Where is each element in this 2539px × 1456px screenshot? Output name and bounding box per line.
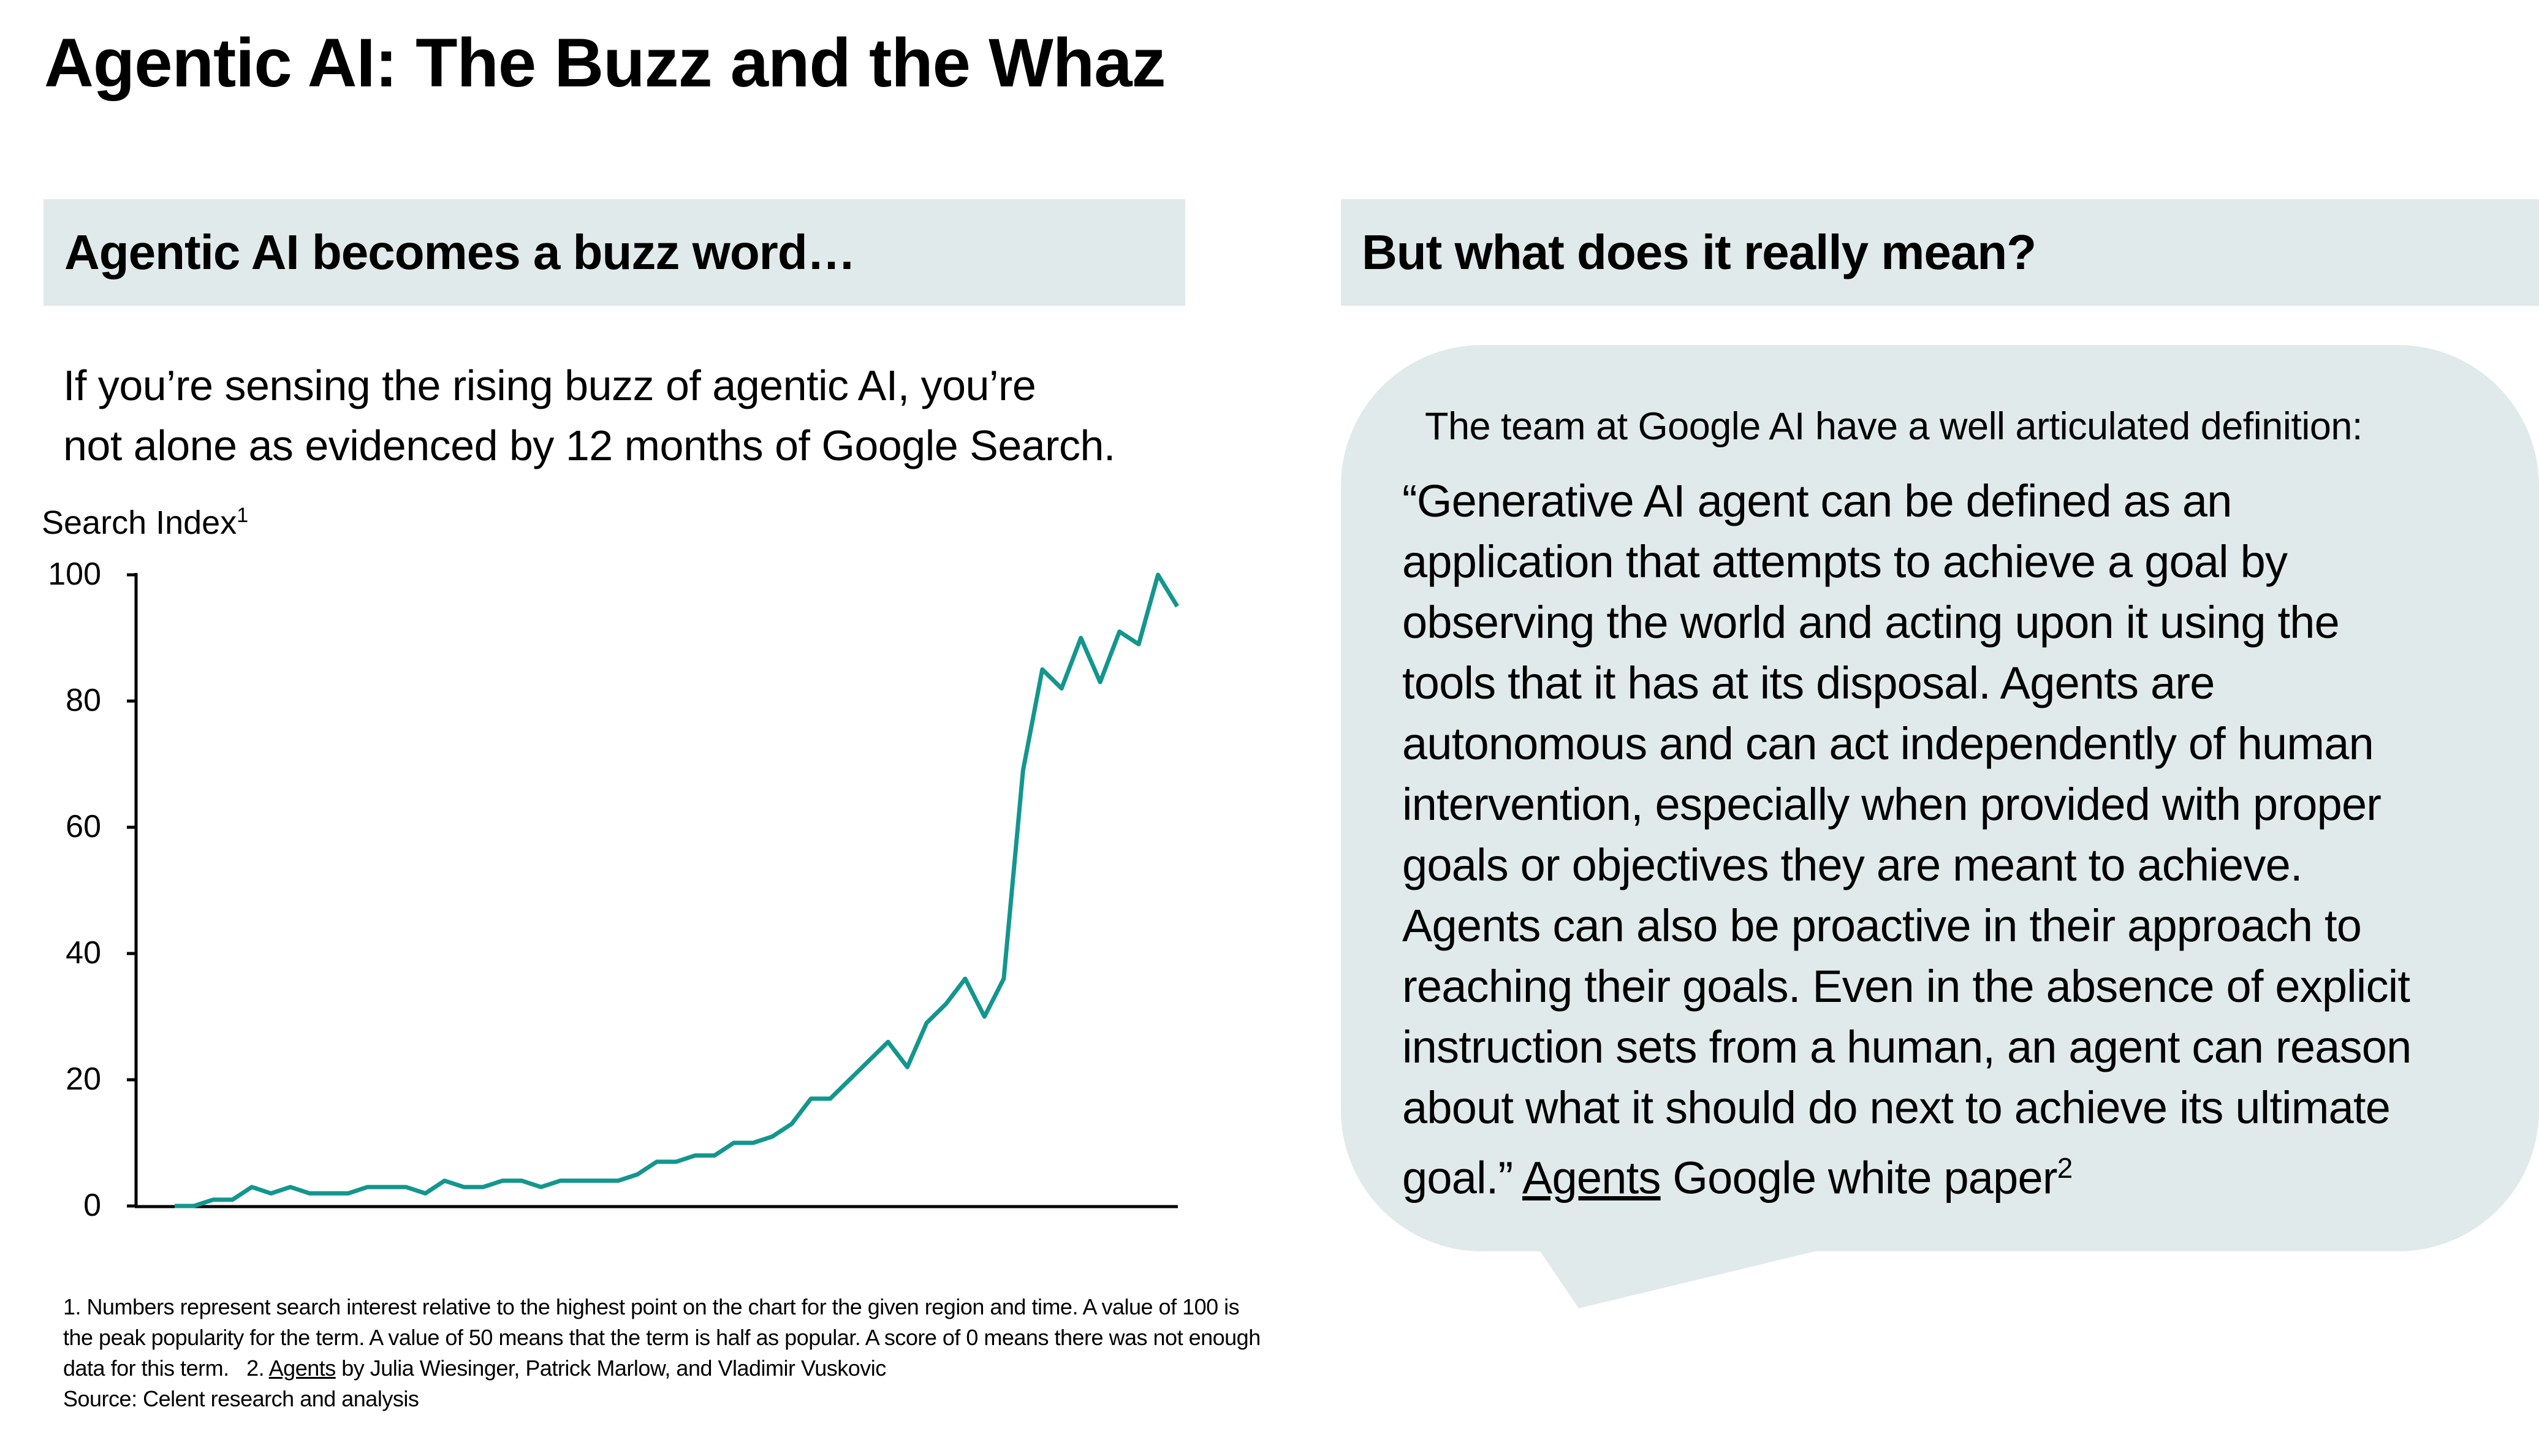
quote-line: “Generative AI agent can be defined as a… xyxy=(1402,476,2232,526)
quote-line: tools that it has at its disposal. Agent… xyxy=(1402,658,2215,708)
quote-line: intervention, especially when provided w… xyxy=(1402,779,2381,830)
series-line-agentic-ai xyxy=(175,572,1179,1208)
agents-footnote-link[interactable]: Agents xyxy=(268,1356,336,1381)
quote-line: about what it should do next to achieve … xyxy=(1402,1082,2391,1133)
quote-line: autonomous and can act independently of … xyxy=(1402,718,2374,769)
quote-last-line: goal.” Agents Google white paper2 xyxy=(1402,1138,2412,1208)
source-label: Google white paper xyxy=(1660,1152,2057,1204)
agents-whitepaper-link[interactable]: Agents xyxy=(1522,1152,1661,1204)
footnote-line: the peak popularity for the term. A valu… xyxy=(63,1325,1261,1350)
left-section-header: Agentic AI becomes a buzz word… xyxy=(44,199,1185,306)
y-axis-label: Search Index1 xyxy=(42,504,248,542)
footnote-text: by Julia Wiesinger, Patrick Marlow, and … xyxy=(335,1356,886,1381)
quote-line: instruction sets from a human, an agent … xyxy=(1402,1022,2412,1072)
intro-text: If you’re sensing the rising buzz of age… xyxy=(63,355,1115,476)
quote-line: application that attempts to achieve a g… xyxy=(1402,536,2288,587)
left-header-text: Agentic AI becomes a buzz word… xyxy=(64,225,856,279)
right-header-text: But what does it really mean? xyxy=(1362,225,2036,279)
y-tick-label: 0 xyxy=(83,1188,101,1223)
footnote-ref: 2 xyxy=(2057,1152,2073,1184)
quote-end: goal.” xyxy=(1402,1152,1522,1204)
y-tick-label: 60 xyxy=(66,809,101,844)
y-axis-label-text: Search Index xyxy=(42,504,237,541)
footnote-line: data for this term. 2. Agents by Julia W… xyxy=(63,1353,1261,1384)
right-section-header: But what does it really mean? xyxy=(1341,199,2539,306)
definition-quote: “Generative AI agent can be defined as a… xyxy=(1402,471,2412,1208)
footnotes: 1. Numbers represent search interest rel… xyxy=(63,1292,1261,1414)
y-tick-label: 100 xyxy=(48,556,101,592)
quote-line: reaching their goals. Even in the absenc… xyxy=(1402,961,2410,1012)
quote-line: observing the world and acting upon it u… xyxy=(1402,597,2340,648)
footnote-line: 1. Numbers represent search interest rel… xyxy=(63,1294,1240,1319)
quote-line: goals or objectives they are meant to ac… xyxy=(1402,840,2303,890)
y-tick-label: 80 xyxy=(66,683,101,718)
y-tick-label: 40 xyxy=(66,935,101,971)
y-tick-label: 20 xyxy=(66,1061,101,1097)
intro-line: not alone as evidenced by 12 months of G… xyxy=(63,422,1115,469)
intro-line: If you’re sensing the rising buzz of age… xyxy=(63,362,1036,409)
quote-line: Agents can also be proactive in their ap… xyxy=(1402,900,2362,951)
bubble-intro: The team at Google AI have a well articu… xyxy=(1425,405,2363,448)
footnote-text: data for this term. 2. xyxy=(63,1356,269,1381)
slide-title: Agentic AI: The Buzz and the Whaz xyxy=(44,25,1166,101)
source-line: Source: Celent research and analysis xyxy=(63,1386,419,1411)
footnote-ref: 1 xyxy=(237,504,249,527)
speech-bubble xyxy=(1341,345,2539,1251)
